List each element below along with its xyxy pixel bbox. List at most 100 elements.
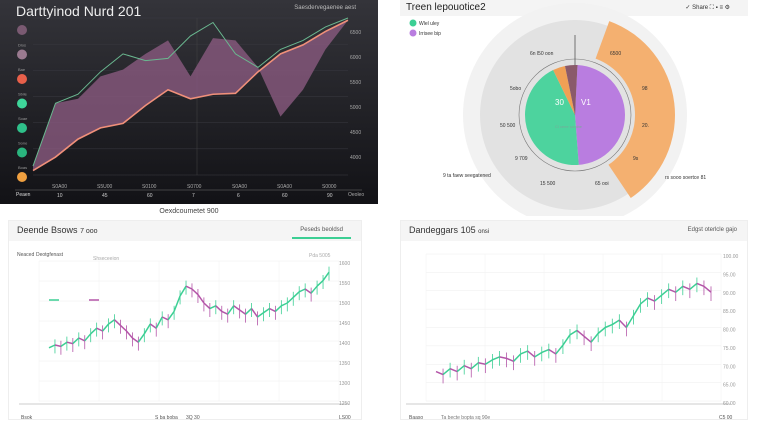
price-segment	[499, 356, 507, 360]
sub-right: Pda 5005	[309, 253, 331, 259]
pie-slice	[565, 65, 578, 115]
price-segment	[322, 271, 330, 282]
bottom-left-label: 9 ta faew seegatened	[443, 173, 491, 179]
sub-center: Shseceeion	[93, 256, 119, 262]
y-tick-label: 75.00	[723, 346, 736, 352]
header-link[interactable]: Peseds beoldsd	[292, 227, 351, 239]
price-segment	[484, 359, 493, 365]
area-fill	[33, 20, 348, 171]
ring-label: 50 500	[500, 123, 516, 129]
y-tick-label: 1600	[339, 261, 350, 267]
price-segment	[66, 341, 74, 345]
x-tick-label: S0700	[187, 184, 202, 190]
price-segment	[304, 288, 312, 294]
header-link[interactable]: Edgst oterlcle gajo	[687, 227, 737, 233]
y-tick-label: 6500	[350, 30, 361, 36]
title-suffix: onsi	[478, 229, 490, 235]
x-value-label: 6	[237, 193, 240, 199]
price-segment	[611, 319, 620, 326]
price-segment	[625, 315, 635, 328]
price-segment	[548, 348, 557, 355]
center-label: V1	[581, 98, 591, 107]
price-segment	[72, 337, 80, 345]
legend-dot-icon	[17, 25, 27, 35]
x-tick-label: S5U00	[97, 184, 113, 190]
y-tick-label: 85.00	[723, 309, 736, 315]
price-segment	[173, 295, 181, 312]
price-segment	[257, 312, 264, 318]
price-segment	[54, 344, 62, 348]
panel-header	[401, 221, 747, 241]
price-segment	[239, 309, 247, 315]
price-segment	[221, 310, 229, 315]
x-value-label: 45	[102, 193, 108, 199]
price-segment	[527, 350, 536, 358]
bottom-right: LS00	[339, 415, 351, 421]
price-segment	[286, 296, 294, 304]
series-line-green	[32, 17, 349, 167]
legend-label: Sbile	[18, 92, 28, 97]
share-button[interactable]: ✓ Share ⛶ ▪ ≡ ⚙	[685, 5, 730, 11]
title-text: Deende Bsows	[17, 225, 78, 235]
legend-dot-icon	[17, 49, 27, 60]
legend-label: Dlos	[18, 43, 26, 48]
price-segment	[689, 282, 698, 290]
y-tick-label: 4000	[350, 155, 361, 161]
price-segment	[463, 365, 472, 370]
price-segment	[478, 362, 486, 365]
ring-label: 6n l50 oon	[530, 51, 554, 57]
title-text: Dandeggars	[409, 225, 459, 235]
legend-label: Soae	[18, 116, 28, 121]
y-tick-label: 5500	[350, 80, 361, 86]
panel-subtitle: Saesdervegaenee aest	[294, 5, 356, 11]
outer-arc-segment	[595, 21, 675, 199]
price-segment	[60, 341, 68, 348]
price-segment	[227, 305, 235, 315]
price-segment	[506, 357, 514, 363]
y-tick-label: 1400	[339, 341, 350, 347]
y-tick-label: 80.00	[723, 328, 736, 334]
price-segment	[654, 294, 663, 302]
price-segment	[108, 319, 115, 325]
price-segment	[102, 323, 110, 332]
y-tick-label: 1450	[339, 321, 350, 327]
price-segment	[96, 327, 103, 332]
center-sublabel: Cl ceee sarobe	[555, 124, 583, 129]
panel-title: Treen lepouotice2	[406, 2, 486, 13]
area-chart: 6500 6000 5500 5000 4500 4000 S0A00 S5U00 S0100 S…	[15, 17, 364, 199]
legend-dot-icon	[17, 98, 27, 109]
legend-dot-icon	[409, 19, 417, 27]
price-segment	[245, 308, 253, 315]
price-segment	[492, 356, 500, 361]
price-segment	[316, 280, 324, 287]
bottom-left: Bsok	[21, 415, 33, 421]
y-tick-label: 5000	[350, 105, 361, 111]
title-num: 7 ooo	[80, 228, 98, 235]
bottom-num: 3Q 30	[186, 415, 200, 421]
bottom-mid: S ba boba	[155, 415, 178, 421]
line-chart-panel-right: Dandeggars 105 onsi Edgst oterlcle gajo …	[400, 220, 748, 421]
y-tick-label: 65.00	[723, 383, 736, 389]
x-value-label: 60	[147, 193, 153, 199]
pie-slice	[525, 70, 579, 165]
price-segment	[203, 302, 211, 310]
series-line-pink	[32, 19, 349, 172]
sub-left: Neaced	[17, 252, 34, 258]
pie-chart: 30 V1 Cl ceee sarobe 6n l50 oon 5obo 50 500 9 …	[409, 3, 706, 216]
price-segment	[274, 305, 282, 312]
price-segment	[618, 319, 627, 329]
price-segment	[534, 351, 543, 358]
price-segment	[668, 288, 677, 293]
price-segment	[640, 297, 649, 305]
price-segment	[90, 327, 98, 335]
bottom-left: Baaso	[409, 415, 423, 421]
price-segment	[435, 370, 444, 376]
price-segment	[250, 308, 259, 318]
center-label: 30	[555, 98, 564, 107]
legend-dot-icon	[17, 74, 27, 84]
legend-label: Wlel uley	[419, 21, 440, 27]
price-segment	[143, 323, 151, 335]
y-tick-label: 90.00	[723, 291, 736, 297]
price-segment	[310, 285, 318, 294]
